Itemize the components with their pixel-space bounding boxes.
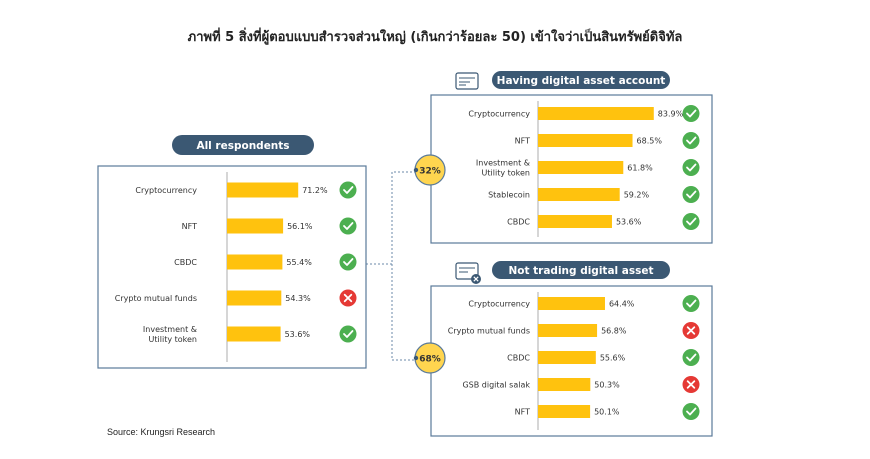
category-label: Crypto mutual funds — [448, 327, 530, 336]
bar-having-2 — [538, 161, 624, 174]
panel-having-title-pill — [492, 71, 670, 89]
bar-not-3 — [538, 378, 591, 391]
page-title: ภาพที่ 5 สิ่งที่ผู้ตอบแบบสำรวจส่วนใหญ่ (… — [187, 30, 683, 45]
check-icon — [682, 159, 700, 176]
category-label: NFT — [515, 137, 530, 146]
account-card-icon — [455, 72, 479, 90]
panel-not-title: Not trading digital asset — [508, 265, 653, 277]
category-label: Cryptocurrency — [135, 186, 197, 195]
check-icon — [339, 217, 357, 235]
check-icon — [682, 132, 700, 149]
check-icon — [682, 403, 700, 420]
panel-not-title-pill — [492, 261, 670, 279]
category-label: Investment & Utility token — [476, 159, 530, 178]
value-label: 54.3% — [285, 294, 311, 303]
cross-icon — [339, 289, 357, 307]
check-icon — [682, 349, 700, 366]
value-label: 55.6% — [600, 354, 626, 363]
value-label: 83.9% — [658, 110, 684, 119]
value-label: 56.8% — [601, 327, 627, 336]
check-icon — [682, 295, 700, 312]
cross-icon — [682, 322, 700, 339]
value-label: 61.8% — [627, 164, 653, 173]
share-label-having: 32% — [419, 167, 441, 177]
cross-icon — [682, 376, 700, 393]
bar-not-0 — [538, 297, 605, 310]
bar-having-1 — [538, 134, 633, 147]
category-label: Investment & Utility token — [143, 325, 197, 344]
check-icon — [339, 181, 357, 199]
value-label: 71.2% — [302, 186, 328, 195]
bar-not-4 — [538, 405, 591, 418]
share-label-not: 68% — [419, 355, 441, 365]
value-label: 50.1% — [594, 408, 620, 417]
category-label: NFT — [515, 408, 530, 417]
bar-having-3 — [538, 188, 620, 201]
bar-having-4 — [538, 215, 612, 228]
bar-all-4 — [227, 326, 281, 342]
check-icon — [682, 186, 700, 203]
value-label: 53.6% — [616, 218, 642, 227]
value-label: 59.2% — [624, 191, 650, 200]
category-label: CBDC — [507, 354, 530, 363]
category-label: CBDC — [174, 258, 197, 267]
no-trade-card-icon — [455, 262, 481, 284]
check-icon — [339, 253, 357, 271]
value-label: 68.5% — [637, 137, 663, 146]
value-label: 56.1% — [287, 222, 313, 231]
category-label: Cryptocurrency — [468, 110, 530, 119]
value-label: 50.3% — [594, 381, 620, 390]
category-label: Stablecoin — [488, 191, 530, 200]
value-label: 53.6% — [285, 330, 311, 339]
connector-dot — [413, 355, 419, 361]
panel-having-title: Having digital asset account — [497, 75, 666, 87]
bar-all-2 — [227, 254, 283, 270]
category-label: NFT — [182, 222, 197, 231]
value-label: 64.4% — [609, 300, 635, 309]
connector-having — [366, 171, 418, 265]
check-icon — [339, 325, 357, 343]
bar-all-1 — [227, 218, 284, 234]
connector-dot — [413, 167, 419, 173]
panel-all-title-pill — [172, 135, 314, 155]
check-icon — [682, 105, 700, 122]
bar-having-0 — [538, 107, 654, 120]
connector-not — [391, 264, 418, 361]
bar-all-3 — [227, 290, 282, 306]
value-label: 55.4% — [286, 258, 312, 267]
category-label: GSB digital salak — [462, 381, 530, 390]
category-label: Crypto mutual funds — [115, 294, 197, 303]
panel-all-title: All respondents — [196, 140, 289, 152]
check-icon — [682, 213, 700, 230]
category-label: Cryptocurrency — [468, 300, 530, 309]
source-note: Source: Krungsri Research — [107, 427, 216, 437]
bar-all-0 — [227, 182, 299, 198]
category-label: CBDC — [507, 218, 530, 227]
bar-not-1 — [538, 324, 598, 337]
bar-not-2 — [538, 351, 596, 364]
